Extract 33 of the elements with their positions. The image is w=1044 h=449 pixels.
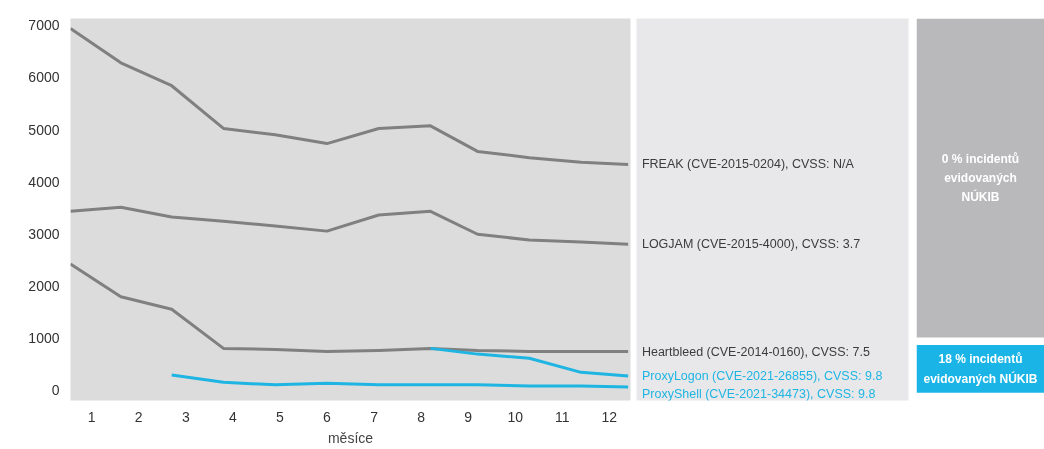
text: 18 % incidentů evidovaných NÚKIB: [923, 352, 1038, 386]
series-label: ProxyLogon (CVE-2021-26855), CVSS: 9.8: [641, 369, 883, 384]
x-tick-label: 4: [228, 408, 237, 425]
x-tick-label: 12: [601, 408, 618, 425]
series-label: Heartbleed (CVE-2014-0160), CVSS: 7.5: [641, 344, 870, 359]
line-series: [429, 346, 630, 378]
line-series: [170, 373, 630, 389]
series-label: FREAK (CVE-2015-0204), CVSS: N/A: [641, 157, 855, 172]
x-tick-label: 5: [276, 408, 285, 425]
y-tick-label: 7000: [28, 17, 60, 34]
y-tick-label: 5000: [28, 121, 60, 138]
x-tick-label: 3: [181, 408, 190, 425]
y-tick-label: 6000: [28, 69, 60, 86]
line-series: [70, 26, 630, 166]
series-label: LOGJAM (CVE-2015-4000), CVSS: 3.7: [641, 237, 861, 252]
x-axis-title: měsíce: [327, 429, 374, 446]
text: 0 % incidentů evidovaných NÚKIB: [941, 151, 1020, 205]
y-tick-label: 4000: [28, 173, 60, 190]
y-tick-label: 0: [51, 382, 60, 399]
x-tick-label: 6: [323, 408, 332, 425]
x-tick-label: 8: [417, 408, 426, 425]
x-tick-label: 10: [507, 408, 524, 425]
y-tick-label: 3000: [28, 225, 60, 242]
x-tick-label: 9: [464, 408, 473, 425]
y-tick-label: 1000: [28, 329, 60, 346]
x-tick-label: 1: [87, 408, 96, 425]
line-series: [70, 262, 630, 354]
y-tick-label: 2000: [28, 277, 60, 294]
x-tick-label: 11: [555, 408, 570, 425]
line-series: [70, 205, 630, 246]
x-tick-label: 2: [134, 408, 143, 425]
x-tick-label: 7: [370, 408, 379, 425]
series-label: ProxyShell (CVE-2021-34473), CVSS: 9.8: [641, 387, 876, 402]
